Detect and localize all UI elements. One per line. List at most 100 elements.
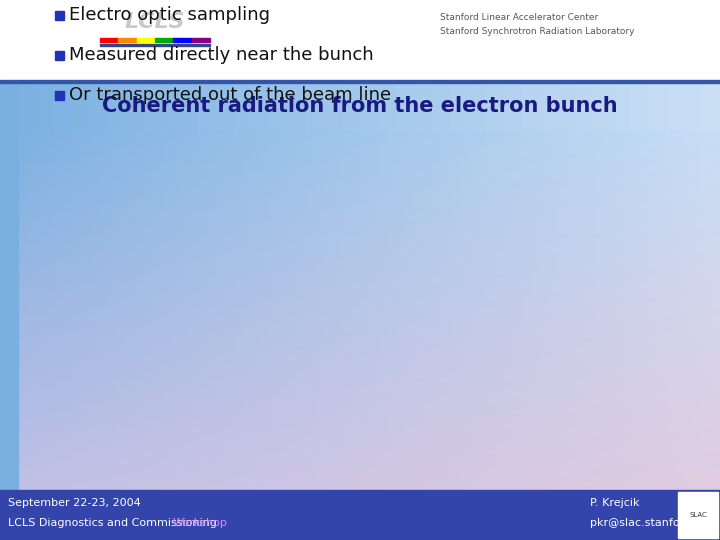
Bar bbox=[558, 134, 567, 139]
Bar bbox=[387, 134, 396, 139]
Bar bbox=[333, 485, 342, 490]
Bar bbox=[594, 422, 603, 427]
Bar bbox=[144, 468, 153, 472]
Bar bbox=[648, 377, 657, 382]
Bar bbox=[342, 458, 351, 463]
Bar bbox=[351, 454, 360, 458]
Bar bbox=[450, 458, 459, 463]
Bar bbox=[108, 238, 117, 242]
Bar bbox=[108, 485, 117, 490]
Bar bbox=[99, 418, 108, 422]
Bar bbox=[306, 314, 315, 319]
Bar bbox=[171, 409, 180, 414]
Bar bbox=[540, 382, 549, 387]
Bar bbox=[137, 38, 155, 42]
Bar bbox=[252, 161, 261, 166]
Bar bbox=[99, 355, 108, 360]
Bar bbox=[630, 485, 639, 490]
Bar bbox=[108, 188, 117, 193]
Bar bbox=[126, 220, 135, 225]
Bar bbox=[396, 188, 405, 193]
Bar bbox=[279, 242, 288, 247]
Bar bbox=[414, 292, 423, 296]
Bar bbox=[198, 328, 207, 333]
Bar bbox=[459, 364, 468, 368]
Bar bbox=[594, 328, 603, 333]
Bar bbox=[324, 414, 333, 418]
Bar bbox=[540, 166, 549, 171]
Bar bbox=[18, 179, 27, 184]
Bar bbox=[585, 161, 594, 166]
Bar bbox=[648, 148, 657, 152]
Bar bbox=[36, 319, 45, 323]
Bar bbox=[432, 130, 441, 134]
Bar bbox=[567, 364, 576, 368]
Bar bbox=[9, 337, 18, 341]
Bar bbox=[180, 157, 189, 161]
Bar bbox=[405, 458, 414, 463]
Bar bbox=[54, 233, 63, 238]
Bar bbox=[603, 283, 612, 287]
Bar bbox=[576, 337, 585, 341]
Bar bbox=[387, 323, 396, 328]
Bar bbox=[405, 287, 414, 292]
Bar bbox=[360, 171, 369, 175]
Bar bbox=[666, 274, 675, 279]
Bar bbox=[90, 202, 99, 206]
Bar bbox=[423, 458, 432, 463]
Bar bbox=[162, 454, 171, 458]
Bar bbox=[135, 409, 144, 414]
Bar bbox=[459, 445, 468, 449]
Bar bbox=[252, 431, 261, 436]
Bar bbox=[72, 445, 81, 449]
Bar bbox=[261, 256, 270, 260]
Bar bbox=[189, 314, 198, 319]
Bar bbox=[324, 215, 333, 220]
Bar bbox=[477, 414, 486, 418]
Bar bbox=[576, 301, 585, 306]
Bar bbox=[648, 215, 657, 220]
Bar bbox=[495, 179, 504, 184]
Bar bbox=[612, 368, 621, 373]
Bar bbox=[369, 368, 378, 373]
Bar bbox=[621, 301, 630, 306]
Bar bbox=[81, 458, 90, 463]
Bar bbox=[441, 391, 450, 395]
Bar bbox=[468, 391, 477, 395]
Bar bbox=[378, 337, 387, 341]
Bar bbox=[36, 202, 45, 206]
Bar bbox=[18, 395, 27, 400]
Bar bbox=[648, 134, 657, 139]
Bar bbox=[27, 260, 36, 265]
Bar bbox=[99, 409, 108, 414]
Bar bbox=[603, 468, 612, 472]
Bar bbox=[63, 148, 72, 152]
Bar bbox=[216, 229, 225, 233]
Bar bbox=[423, 373, 432, 377]
Bar bbox=[216, 287, 225, 292]
Bar bbox=[504, 395, 513, 400]
Bar bbox=[450, 445, 459, 449]
Bar bbox=[423, 296, 432, 301]
Bar bbox=[405, 233, 414, 238]
Bar bbox=[55, 10, 64, 19]
Bar bbox=[189, 418, 198, 422]
Bar bbox=[531, 269, 540, 274]
Bar bbox=[306, 130, 315, 134]
Bar bbox=[486, 414, 495, 418]
Bar bbox=[27, 193, 36, 198]
Bar bbox=[405, 400, 414, 404]
Bar bbox=[144, 360, 153, 364]
Bar bbox=[351, 468, 360, 472]
Bar bbox=[711, 260, 720, 265]
Bar bbox=[261, 188, 270, 193]
Bar bbox=[414, 152, 423, 157]
Bar bbox=[333, 404, 342, 409]
Bar bbox=[630, 382, 639, 387]
Bar bbox=[504, 400, 513, 404]
Bar bbox=[54, 166, 63, 171]
Bar bbox=[234, 193, 243, 198]
Bar bbox=[261, 269, 270, 274]
Bar bbox=[306, 427, 315, 431]
Bar bbox=[117, 445, 126, 449]
